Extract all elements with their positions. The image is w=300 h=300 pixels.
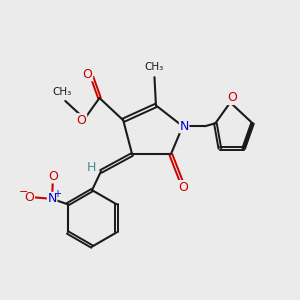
Text: +: + <box>53 188 62 199</box>
Text: O: O <box>77 114 87 127</box>
Text: O: O <box>25 191 34 204</box>
Text: O: O <box>82 68 92 81</box>
Text: N: N <box>47 192 57 206</box>
Text: CH₃: CH₃ <box>53 87 72 98</box>
Text: CH₃: CH₃ <box>145 62 164 72</box>
Text: H: H <box>87 161 96 174</box>
Text: O: O <box>48 170 58 183</box>
Text: O: O <box>178 181 188 194</box>
Text: N: N <box>179 120 189 133</box>
Text: O: O <box>227 92 237 104</box>
Text: −: − <box>19 187 28 197</box>
